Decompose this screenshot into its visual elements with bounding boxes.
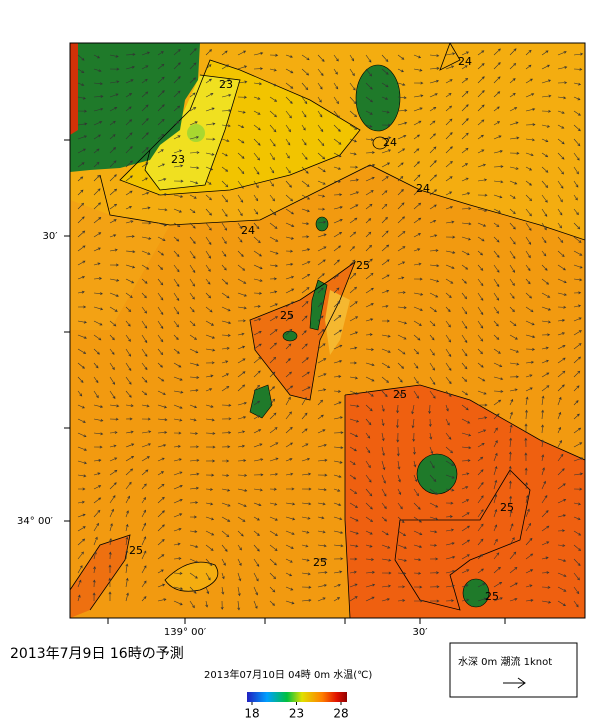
y-axis-label: 30′	[43, 231, 59, 242]
x-axis-label: 139° 00′	[164, 627, 207, 638]
contour-label: 24	[241, 224, 255, 237]
caption: 2013年7月9日 16時の予測	[10, 646, 184, 662]
contour-label: 23	[219, 78, 233, 91]
contour-label: 25	[313, 556, 327, 569]
legend-text: 水深 0m 潮流 1knot	[458, 655, 552, 668]
colorbar-tick-label: 23	[289, 707, 304, 721]
contour-label: 25	[280, 309, 294, 322]
contour-label: 24	[416, 182, 430, 195]
contour-label: 24	[458, 55, 472, 68]
colorbar	[247, 692, 347, 702]
contour-label: 25	[500, 501, 514, 514]
contour-label: 25	[356, 259, 370, 272]
legend-box	[449, 642, 578, 698]
contour-label: 24	[383, 136, 397, 149]
current-arrows	[77, 48, 584, 611]
y-axis-label: 34° 00′	[17, 516, 54, 527]
map-frame	[69, 42, 586, 619]
contour-label: 25	[393, 388, 407, 401]
map	[70, 43, 585, 618]
colorbar-tick-label: 28	[333, 707, 348, 721]
x-axis-label: 30′	[413, 627, 429, 638]
contour-label: 23	[171, 153, 185, 166]
contour-label: 25	[129, 544, 143, 557]
legend-arrow	[503, 677, 526, 689]
contour-label: 25	[485, 590, 499, 603]
colorbar-tick-label: 18	[244, 707, 259, 721]
subtitle: 2013年07月10日 04時 0m 水温(℃)	[204, 668, 372, 681]
